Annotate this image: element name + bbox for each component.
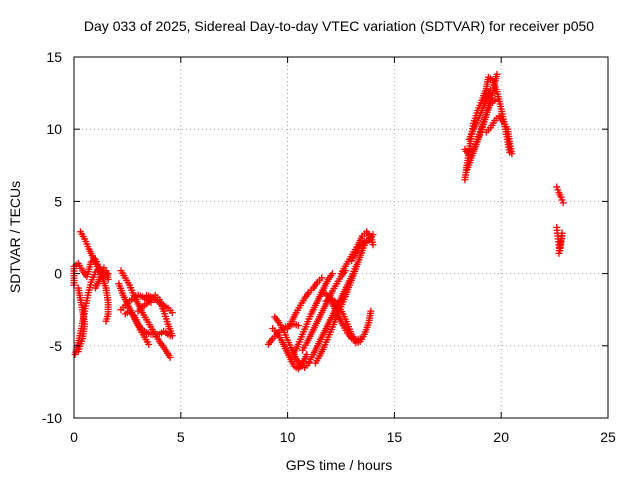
- y-axis-label: SDTVAR / TECUs: [7, 181, 23, 293]
- data-point: [491, 96, 499, 104]
- data-point: [367, 307, 375, 315]
- plot-frame: [73, 56, 609, 419]
- data-point: [145, 340, 153, 348]
- data-point: [493, 70, 501, 78]
- data-point: [166, 353, 174, 361]
- data-point: [104, 275, 112, 283]
- x-tick-label: 15: [387, 429, 403, 445]
- data-point: [294, 322, 302, 330]
- data-point: [555, 249, 563, 257]
- x-tick-label: 5: [177, 429, 185, 445]
- axis-ticks: 0 5 10 15 20 25 -10 -5 0 5 10 15: [42, 49, 616, 445]
- y-tick-label: 10: [46, 121, 62, 137]
- y-tick-label: -5: [50, 338, 63, 354]
- data-point: [487, 86, 495, 94]
- data-point: [369, 231, 377, 239]
- data-point: [74, 348, 82, 356]
- data-point: [559, 199, 567, 207]
- y-tick-label: 15: [46, 49, 62, 65]
- y-tick-label: 5: [54, 193, 62, 209]
- x-tick-label: 20: [493, 429, 509, 445]
- data-point: [356, 335, 364, 343]
- y-tick-label: -10: [42, 410, 62, 426]
- y-tick-label: 0: [54, 266, 62, 282]
- chart-title: Day 033 of 2025, Sidereal Day-to-day VTE…: [84, 18, 594, 34]
- data-point: [168, 332, 176, 340]
- data-series-sdtvar: [70, 70, 567, 373]
- x-tick-label: 25: [600, 429, 616, 445]
- x-tick-label: 0: [70, 429, 78, 445]
- data-point: [328, 270, 336, 278]
- data-point: [508, 150, 516, 158]
- data-point: [303, 350, 311, 358]
- x-axis-label: GPS time / hours: [286, 457, 393, 473]
- data-point: [318, 274, 326, 282]
- grid: [74, 57, 608, 418]
- data-point: [168, 309, 176, 317]
- data-point: [102, 317, 110, 325]
- data-point: [369, 241, 377, 249]
- x-tick-label: 10: [280, 429, 296, 445]
